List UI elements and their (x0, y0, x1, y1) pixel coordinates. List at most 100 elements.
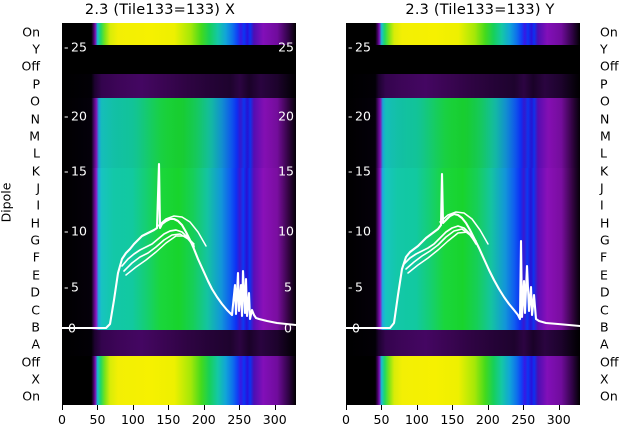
heatmap-band-main-upper-shade (346, 98, 580, 168)
category-label-h-11: H (600, 215, 610, 231)
x-tick-label-250: 250 (511, 412, 536, 427)
profile-curves-y (346, 172, 580, 330)
category-label-off-19: Off (21, 354, 40, 370)
x-axis-left: 0 50 100 150 200 250 300 (58, 405, 296, 435)
category-label-off-19: Off (600, 354, 619, 370)
x-tick-label-100: 100 (120, 412, 145, 427)
category-label-g-12: G (30, 232, 40, 248)
x-tick-mark-50 (381, 405, 383, 410)
category-label-o-4: O (600, 93, 610, 109)
category-label-on-21: On (600, 388, 618, 404)
category-label-f-13: F (600, 249, 608, 265)
category-label-f-13: F (32, 249, 40, 265)
heatmap-axes-y[interactable]: -25 -20 -15 -10 -5 0 (346, 23, 580, 405)
heatmap-image-y (346, 23, 580, 405)
category-label-c-16: C (31, 302, 40, 317)
heatmap-band-top (346, 23, 580, 45)
profile-curves-x (62, 162, 296, 330)
category-label-x-20: X (31, 371, 40, 387)
category-label-p-3: P (32, 76, 40, 92)
category-label-i-10: I (36, 197, 40, 213)
x-tick-label-50: 50 (373, 412, 390, 427)
x-axis-right: 0 50 100 150 200 250 300 (342, 405, 580, 435)
y-tick-inner-20: -20 (348, 108, 371, 124)
category-label-a-18: A (600, 336, 609, 352)
y-tick-inner-25: -25 (348, 39, 371, 55)
heatmap-band-dark-lower (346, 330, 580, 356)
category-label-p-3: P (600, 76, 608, 92)
heatmap-image-x (62, 23, 296, 405)
heatmap-band-main-upper-shade (62, 98, 296, 168)
y-tick-inner-right-20: 20 (278, 108, 294, 124)
category-label-j-9: J (600, 180, 604, 196)
y-tick-inner-10: -10 (64, 223, 87, 239)
category-label-b-17: B (600, 319, 609, 335)
x-tick-label-150: 150 (156, 412, 181, 427)
panel-x: 2.3 (Tile133=133) X (58, 2, 296, 435)
category-label-c-16: C (600, 302, 609, 317)
y-tick-inner-right-0: 0 (284, 320, 292, 336)
category-label-x-20: X (600, 371, 609, 387)
x-tick-mark-100 (416, 405, 418, 410)
x-tick-label-50: 50 (89, 412, 106, 427)
y-tick-inner-15: -15 (64, 163, 87, 179)
category-label-d-15: D (30, 284, 40, 300)
category-label-i-10: I (600, 197, 604, 213)
category-label-e-14: E (600, 267, 608, 283)
category-label-d-15: D (600, 284, 610, 300)
x-tick-mark-100 (132, 405, 134, 410)
y-tick-inner-25: -25 (64, 39, 87, 55)
y-tick-inner-right-25: 25 (278, 39, 294, 55)
x-tick-mark-0 (346, 405, 347, 410)
x-tick-mark-250 (523, 405, 525, 410)
panel-y: 2.3 (Tile133=133) Y -2 (320, 0, 640, 440)
x-tick-label-0: 0 (342, 412, 350, 427)
y-axis-label: Dipole (0, 182, 14, 223)
x-tick-label-200: 200 (191, 412, 216, 427)
x-tick-mark-150 (168, 405, 170, 410)
x-tick-label-300: 300 (546, 412, 571, 427)
x-tick-mark-250 (239, 405, 241, 410)
x-tick-mark-300 (558, 405, 560, 410)
category-label-l-7: L (33, 145, 40, 161)
y-tick-inner-0: 0 (68, 320, 76, 336)
y-tick-inner-right-10: 10 (278, 223, 294, 239)
x-tick-mark-50 (97, 405, 99, 410)
category-label-h-11: H (30, 215, 40, 231)
category-label-k-8: K (600, 163, 609, 179)
y-tick-inner-0: 0 (352, 320, 360, 336)
category-label-on-0: On (22, 24, 40, 40)
x-tick-label-100: 100 (404, 412, 429, 427)
category-axis-right: On Y Off P O N M L K J I H G F E D C B A Off X On (600, 23, 634, 405)
category-label-j-9: J (36, 180, 40, 196)
category-label-g-12: G (600, 232, 610, 248)
x-tick-mark-0 (62, 405, 63, 410)
y-tick-inner-10: -10 (348, 223, 371, 239)
category-label-l-7: L (600, 145, 607, 161)
category-label-n-5: N (600, 111, 610, 126)
y-tick-inner-right-15: 15 (278, 163, 294, 179)
heatmap-axes-x[interactable]: -25 -20 -15 -10 -5 0 25 20 15 10 5 0 (62, 23, 296, 405)
y-tick-inner-right-5: 5 (284, 279, 292, 295)
category-label-k-8: K (31, 163, 40, 179)
heatmap-band-gap-upper (346, 45, 580, 74)
x-tick-mark-300 (274, 405, 276, 410)
category-label-off-2: Off (600, 58, 619, 74)
y-tick-inner-15: -15 (348, 163, 371, 179)
category-axis-left: On Y Off P O N M L K J I H G F E D C B A Off X On (6, 23, 40, 405)
x-tick-mark-200 (487, 405, 489, 410)
x-tick-label-0: 0 (58, 412, 66, 427)
heatmap-band-bottom (62, 356, 296, 405)
panel-title-x: 2.3 (Tile133=133) X (84, 2, 236, 18)
category-label-a-18: A (31, 336, 40, 352)
heatmap-band-dark-lower (62, 330, 296, 356)
category-label-y-1: Y (600, 41, 608, 57)
x-tick-mark-200 (203, 405, 205, 410)
category-label-e-14: E (32, 267, 40, 283)
category-label-off-2: Off (21, 58, 40, 74)
category-label-b-17: B (31, 319, 40, 335)
heatmap-band-dark-upper (346, 74, 580, 98)
x-tick-mark-150 (452, 405, 454, 410)
y-tick-inner-5: -5 (64, 279, 79, 295)
